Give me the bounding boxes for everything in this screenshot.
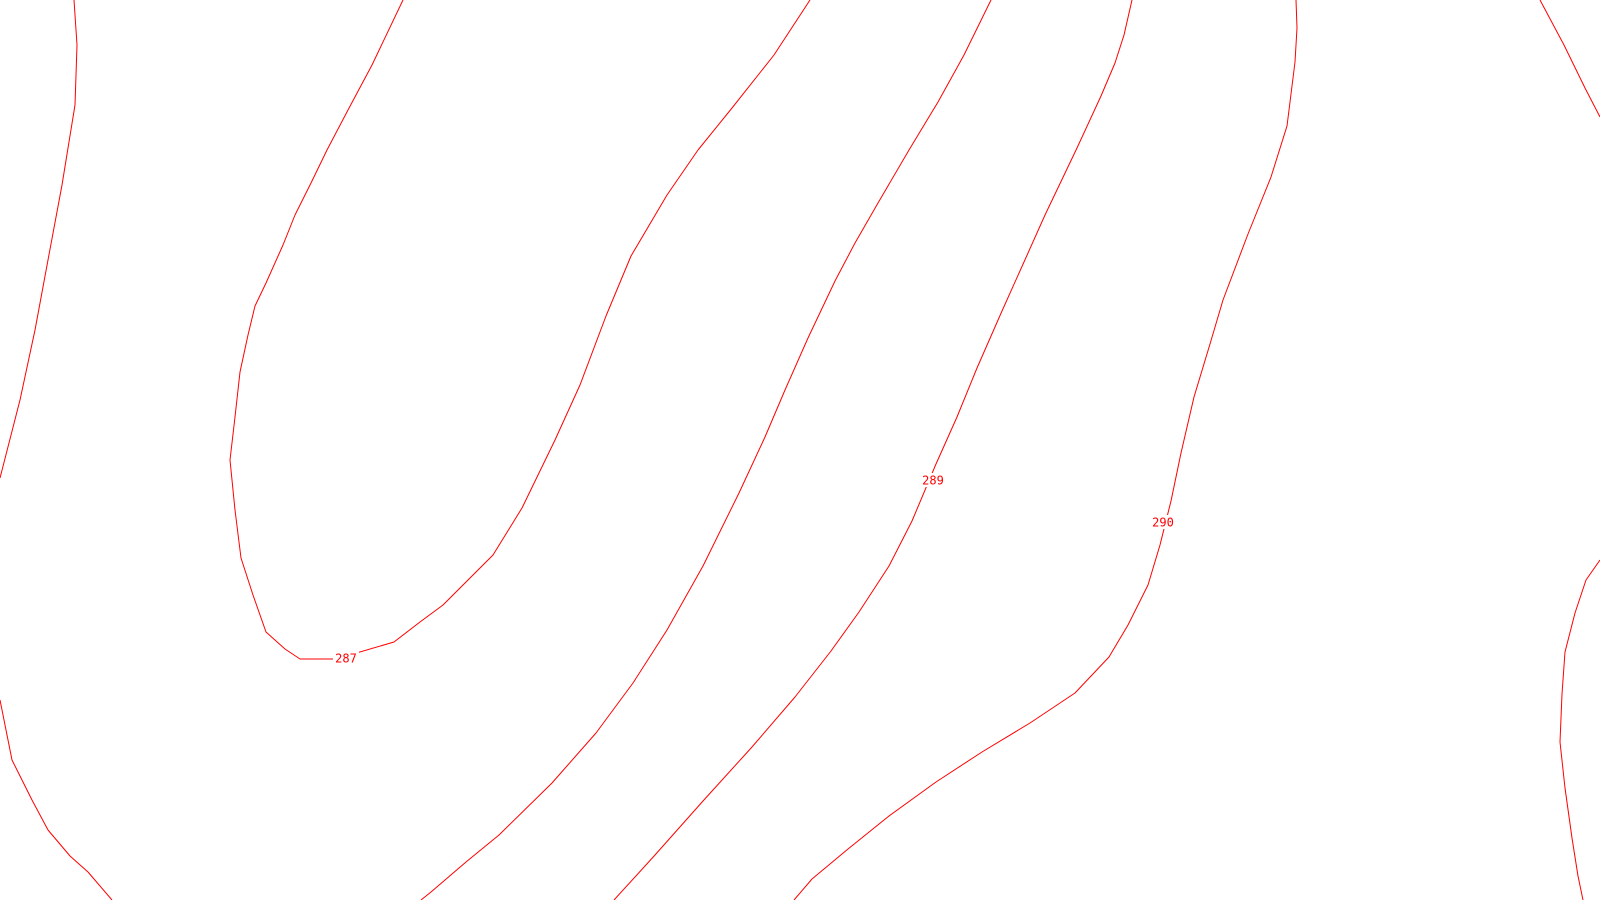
contour-line-lower-left: [0, 699, 113, 900]
contour-line-left-edge: [0, 0, 78, 479]
label-290-group: 290: [1150, 515, 1176, 530]
contour-line-middle: [420, 0, 992, 900]
contour-line-289: [613, 0, 1133, 900]
label-289-group: 289: [921, 473, 945, 488]
label-mask: [333, 651, 359, 665]
label-mask: [1150, 515, 1176, 529]
contour-line-right-bottom: [1559, 559, 1600, 900]
contour-label-287: 287: [335, 652, 357, 666]
contour-line-right-top: [1539, 0, 1600, 118]
label-287-group: 287: [333, 651, 359, 666]
contour-label-290: 290: [1152, 516, 1174, 530]
contour-line-287: [229, 0, 811, 660]
contour-line-290: [793, 0, 1298, 900]
label-mask: [921, 473, 945, 487]
contour-label-289: 289: [922, 474, 944, 488]
